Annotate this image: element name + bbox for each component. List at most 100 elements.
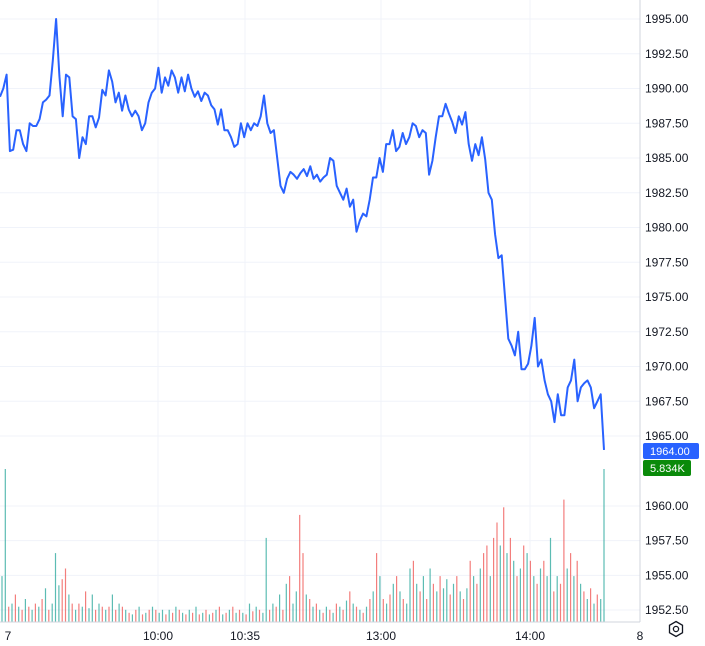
- volume-bar: [523, 545, 525, 622]
- volume-bar: [586, 599, 588, 622]
- volume-bar: [519, 568, 521, 622]
- volume-bar: [61, 579, 63, 622]
- y-tick-label: 1977.50: [645, 255, 689, 269]
- volume-bar: [225, 612, 227, 622]
- volume-bar: [570, 553, 572, 622]
- y-tick-label: 1990.00: [645, 82, 689, 96]
- volume-bar: [419, 591, 421, 622]
- y-tick-label: 1967.50: [645, 394, 689, 408]
- volume-bar: [593, 603, 595, 622]
- volume-bar: [386, 603, 388, 622]
- time-axis[interactable]: 7 10:00 10:35 13:00 14:00 8: [5, 629, 644, 643]
- volume-bar: [566, 568, 568, 622]
- volume-bar: [128, 612, 130, 622]
- volume-bar: [302, 553, 304, 622]
- y-tick-label: 1982.50: [645, 186, 689, 200]
- volume-bar: [362, 612, 364, 622]
- volume-bar: [165, 614, 167, 623]
- volume-bar: [222, 614, 224, 623]
- volume-bar: [335, 603, 337, 622]
- volume-bar: [462, 599, 465, 622]
- volume-bar: [215, 609, 217, 622]
- volume-bar: [305, 594, 307, 622]
- volume-bar: [332, 612, 334, 622]
- volume-bar: [279, 594, 281, 622]
- volume-bar: [262, 612, 264, 622]
- volume-bar: [325, 606, 327, 622]
- volume-bar: [533, 576, 535, 622]
- volume-bar: [118, 603, 120, 622]
- chart-settings-button[interactable]: [665, 618, 687, 640]
- volume-bar: [138, 606, 140, 622]
- volume-bar: [402, 599, 404, 622]
- volume-bar: [51, 603, 53, 622]
- volume-bar: [101, 606, 103, 622]
- volume-bar: [466, 588, 468, 622]
- volume-bar: [529, 560, 531, 622]
- x-tick-label: 8: [637, 629, 644, 643]
- volume-bar: [309, 599, 311, 622]
- volume-bar: [489, 576, 491, 622]
- volume-bar: [516, 576, 518, 622]
- y-tick-label: 1952.50: [645, 603, 689, 617]
- volume-bar: [422, 576, 424, 622]
- volume-bar: [21, 609, 23, 622]
- volume-bar: [148, 609, 150, 622]
- volume-bar: [553, 591, 555, 622]
- volume-bar: [248, 603, 251, 622]
- volume-bar: [258, 609, 261, 622]
- volume-bar: [345, 600, 348, 622]
- volume-bar: [412, 560, 414, 622]
- volume-bar: [48, 609, 50, 622]
- volume-bar: [64, 568, 67, 622]
- volume-bar: [285, 583, 287, 623]
- volume-bar: [68, 594, 70, 622]
- volume-bar: [459, 591, 461, 622]
- y-tick-label: 1975.00: [645, 290, 689, 304]
- volume-bar: [355, 606, 358, 622]
- volume-bar: [583, 591, 585, 622]
- volume-bar: [235, 612, 237, 622]
- volume-bar: [141, 614, 144, 623]
- volume-bar: [255, 606, 257, 622]
- volume-bar: [396, 576, 398, 622]
- volume-bar: [158, 612, 160, 622]
- volume-bar: [546, 576, 548, 622]
- volume-bar: [111, 594, 113, 622]
- x-tick-label: 14:00: [515, 629, 545, 643]
- volume-bar: [339, 606, 341, 622]
- y-tick-label: 1995.00: [645, 12, 689, 26]
- volume-bar: [71, 603, 73, 622]
- volume-bar: [44, 588, 47, 622]
- volume-bar: [426, 599, 428, 622]
- volume-bar: [439, 576, 441, 622]
- volume-bar: [563, 499, 565, 622]
- volume-bar: [365, 606, 368, 622]
- volume-bar: [188, 609, 190, 622]
- x-tick-label: 13:00: [366, 629, 396, 643]
- volume-bar: [499, 545, 501, 622]
- volume-bar: [449, 594, 451, 622]
- volume-bar: [198, 614, 200, 623]
- chart-grid: [0, 0, 640, 622]
- volume-bar: [576, 560, 578, 622]
- volume-bar: [580, 583, 582, 623]
- volume-bar: [596, 594, 598, 622]
- volume-bar: [218, 606, 220, 622]
- volume-bar: [24, 599, 26, 622]
- volume-bar: [536, 583, 538, 623]
- volume-bar: [382, 599, 384, 622]
- volume-bar: [483, 553, 485, 622]
- volume-bar: [195, 606, 197, 622]
- volume-bar: [252, 611, 254, 622]
- price-axis[interactable]: 1995.00 1992.50 1990.00 1987.50 1985.00 1982.…: [645, 12, 689, 617]
- volume-bar: [41, 599, 43, 622]
- volume-bar: [376, 553, 378, 622]
- volume-bar: [175, 606, 177, 622]
- volume-bar: [573, 576, 575, 622]
- volume-bar: [319, 609, 321, 622]
- volume-bar: [289, 576, 291, 622]
- volume-bar: [14, 594, 16, 622]
- volume-bar: [496, 522, 498, 622]
